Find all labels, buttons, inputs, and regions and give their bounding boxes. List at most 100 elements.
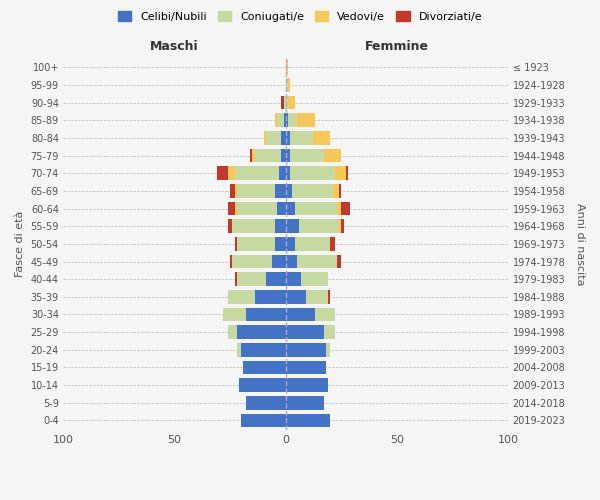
Y-axis label: Anni di nascita: Anni di nascita [575, 202, 585, 285]
Bar [237, 272, 266, 286]
Bar [286, 114, 288, 127]
Bar [339, 184, 341, 198]
Bar [288, 78, 290, 92]
Bar [235, 202, 237, 215]
Bar [286, 378, 328, 392]
Bar [284, 114, 286, 127]
Bar [228, 220, 232, 233]
Bar [230, 254, 232, 268]
Bar [246, 308, 286, 322]
Bar [284, 96, 286, 110]
Bar [277, 202, 286, 215]
Bar [332, 184, 339, 198]
Bar [337, 254, 341, 268]
Bar [295, 237, 331, 250]
Bar [237, 237, 275, 250]
Bar [230, 184, 235, 198]
Bar [228, 202, 235, 215]
Bar [286, 78, 288, 92]
Legend: Celibi/Nubili, Coniugati/e, Vedovi/e, Divorziati/e: Celibi/Nubili, Coniugati/e, Vedovi/e, Di… [112, 6, 488, 28]
Bar [286, 290, 306, 304]
Bar [275, 114, 277, 127]
Bar [281, 148, 286, 162]
Bar [228, 166, 235, 180]
Bar [286, 60, 288, 74]
Bar [286, 254, 297, 268]
Bar [331, 237, 335, 250]
Bar [228, 326, 237, 339]
Bar [286, 148, 290, 162]
Bar [237, 326, 286, 339]
Bar [232, 220, 275, 233]
Bar [335, 166, 346, 180]
Bar [254, 290, 286, 304]
Bar [323, 148, 341, 162]
Bar [272, 254, 286, 268]
Bar [263, 131, 266, 145]
Bar [290, 148, 323, 162]
Bar [339, 220, 341, 233]
Y-axis label: Fasce di età: Fasce di età [15, 210, 25, 277]
Bar [313, 131, 331, 145]
Bar [235, 272, 237, 286]
Bar [346, 166, 348, 180]
Bar [286, 343, 326, 356]
Bar [286, 360, 326, 374]
Bar [337, 202, 341, 215]
Bar [286, 131, 290, 145]
Bar [290, 131, 313, 145]
Bar [266, 272, 286, 286]
Bar [241, 343, 286, 356]
Bar [286, 396, 323, 409]
Bar [277, 114, 284, 127]
Bar [286, 184, 292, 198]
Text: Maschi: Maschi [150, 40, 199, 53]
Bar [275, 237, 286, 250]
Bar [239, 378, 286, 392]
Bar [241, 414, 286, 428]
Bar [328, 290, 331, 304]
Bar [306, 290, 328, 304]
Bar [279, 166, 286, 180]
Bar [286, 272, 301, 286]
Bar [286, 308, 315, 322]
Bar [297, 254, 337, 268]
Bar [237, 184, 275, 198]
Bar [253, 148, 254, 162]
Bar [246, 396, 286, 409]
Bar [341, 202, 350, 215]
Bar [290, 166, 335, 180]
Bar [286, 202, 295, 215]
Bar [235, 237, 237, 250]
Bar [217, 166, 228, 180]
Bar [237, 343, 241, 356]
Bar [286, 96, 288, 110]
Bar [228, 290, 254, 304]
Bar [286, 237, 295, 250]
Bar [288, 114, 297, 127]
Bar [326, 343, 331, 356]
Bar [292, 184, 332, 198]
Bar [295, 202, 337, 215]
Bar [323, 326, 335, 339]
Bar [275, 220, 286, 233]
Bar [232, 254, 272, 268]
Bar [301, 272, 328, 286]
Bar [281, 131, 286, 145]
Bar [286, 166, 290, 180]
Bar [286, 414, 331, 428]
Bar [237, 202, 277, 215]
Bar [275, 184, 286, 198]
Bar [299, 220, 339, 233]
Bar [297, 114, 315, 127]
Bar [223, 308, 246, 322]
Bar [315, 308, 335, 322]
Bar [288, 96, 295, 110]
Bar [286, 326, 323, 339]
Bar [281, 96, 284, 110]
Bar [266, 131, 281, 145]
Bar [250, 148, 253, 162]
Bar [341, 220, 344, 233]
Bar [286, 220, 299, 233]
Bar [235, 184, 237, 198]
